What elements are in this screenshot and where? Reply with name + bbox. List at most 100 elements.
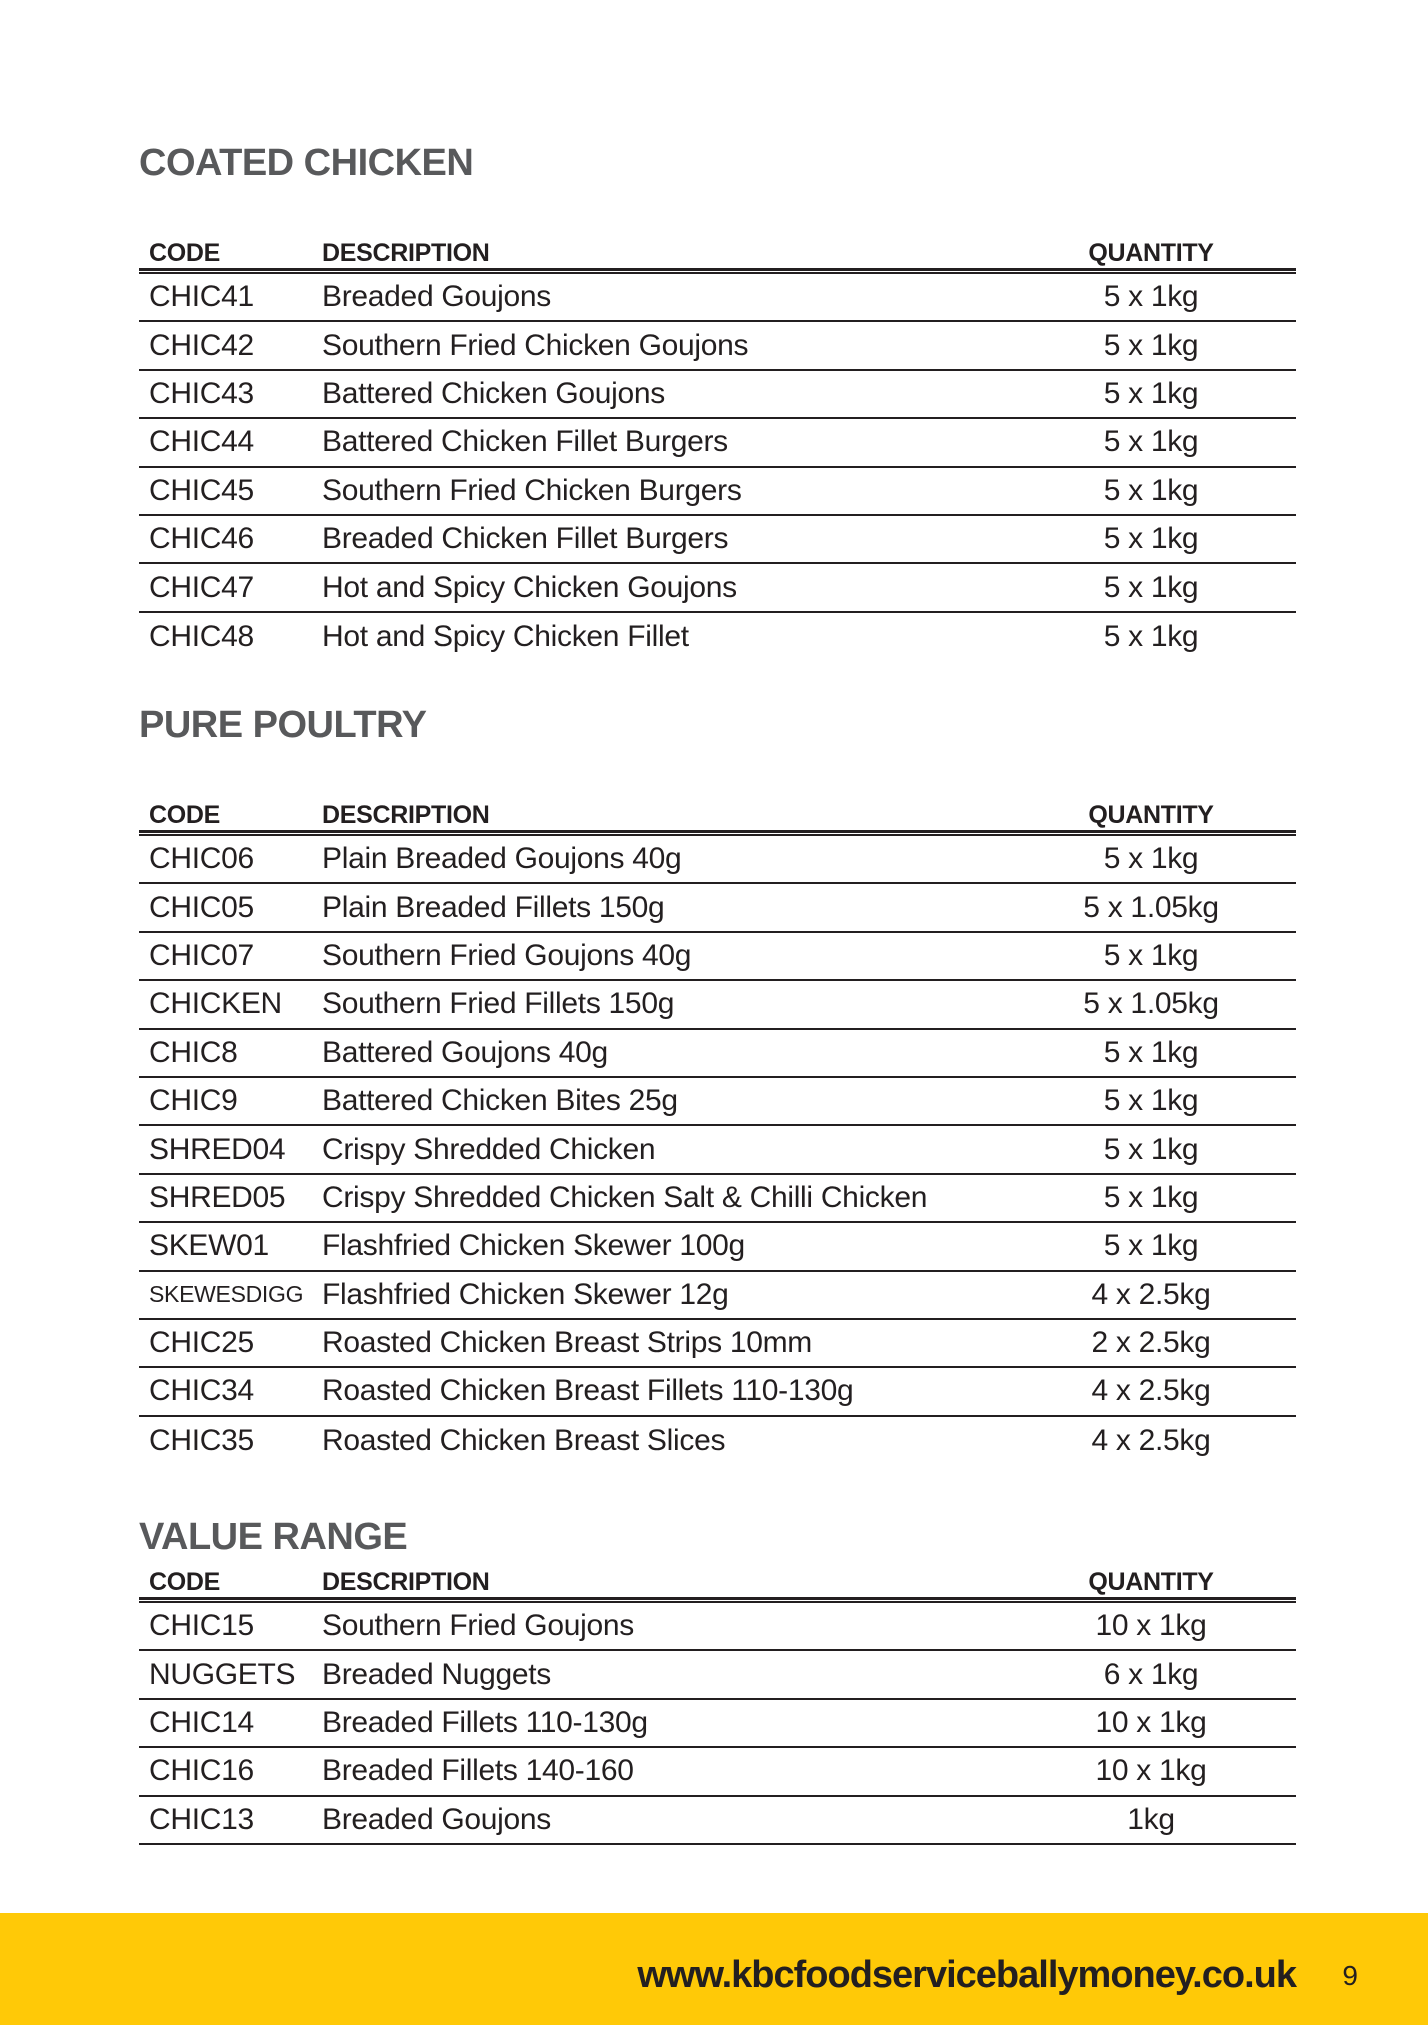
cell-quantity: 5 x 1.05kg (1083, 987, 1219, 1021)
table-header: CODE DESCRIPTION QUANTITY (139, 1567, 1296, 1597)
table-row: CHIC44 Battered Chicken Fillet Burgers 5 x… (139, 419, 1296, 468)
product-table-pure-poultry: CODE DESCRIPTION QUANTITY CHIC06 Plain Br… (139, 800, 1296, 1465)
cell-quantity: 5 x 1kg (1103, 1035, 1199, 1069)
cell-quantity: 5 x 1kg (1103, 1084, 1199, 1118)
cell-quantity: 5 x 1kg (1103, 619, 1199, 653)
section-heading-coated-chicken: COATED CHICKEN (139, 142, 474, 184)
cell-quantity: 5 x 1kg (1103, 938, 1199, 972)
cell-description: Hot and Spicy Chicken Goujons (322, 570, 737, 604)
header-divider (139, 268, 1296, 274)
cell-description: Plain Breaded Goujons 40g (322, 842, 682, 876)
cell-code: CHIC41 (149, 280, 254, 314)
cell-description: Southern Fried Chicken Goujons (322, 328, 749, 362)
cell-quantity: 6 x 1kg (1103, 1657, 1199, 1691)
cell-code: CHIC35 (149, 1423, 254, 1457)
cell-description: Southern Fried Chicken Burgers (322, 473, 742, 507)
cell-quantity: 5 x 1kg (1103, 1180, 1199, 1214)
cell-quantity: 5 x 1kg (1103, 1132, 1199, 1166)
cell-description: Breaded Goujons (322, 280, 551, 314)
cell-code: CHIC15 (149, 1609, 254, 1643)
cell-quantity: 4 x 2.5kg (1091, 1277, 1211, 1311)
table-row: CHIC14 Breaded Fillets 110-130g 10 x 1kg (139, 1700, 1296, 1749)
cell-quantity: 5 x 1kg (1103, 425, 1199, 459)
cell-code: CHIC05 (149, 890, 254, 924)
section-heading-value-range: VALUE RANGE (139, 1516, 408, 1558)
cell-quantity: 1kg (1127, 1802, 1175, 1836)
cell-code: CHICKEN (149, 987, 282, 1021)
cell-description: Battered Chicken Bites 25g (322, 1084, 678, 1118)
cell-code: SKEWESDIGG (149, 1281, 304, 1308)
header-cell-code: CODE (149, 1568, 221, 1596)
page-number: 9 (1342, 1960, 1358, 1991)
cell-description: Battered Goujons 40g (322, 1035, 608, 1069)
header-cell-quantity: QUANTITY (1088, 239, 1214, 267)
table-row: CHIC9 Battered Chicken Bites 25g 5 x 1kg (139, 1078, 1296, 1127)
table-row: CHIC16 Breaded Fillets 140-160 10 x 1kg (139, 1748, 1296, 1797)
table-row: CHIC48 Hot and Spicy Chicken Fillet 5 x 1k… (139, 613, 1296, 661)
header-cell-description: DESCRIPTION (322, 1568, 490, 1596)
header-divider (139, 830, 1296, 836)
cell-code: CHIC9 (149, 1084, 238, 1118)
table-body: CHIC15 Southern Fried Goujons 10 x 1kg NUGG… (139, 1603, 1296, 1845)
table-row: CHIC25 Roasted Chicken Breast Strips 10mm… (139, 1320, 1296, 1369)
table-row: SHRED05 Crispy Shredded Chicken Salt & Ch… (139, 1175, 1296, 1224)
cell-description: Crispy Shredded Chicken Salt & Chilli Ch… (322, 1180, 928, 1214)
table-row: NUGGETS Breaded Nuggets 6 x 1kg (139, 1651, 1296, 1700)
cell-description: Breaded Chicken Fillet Burgers (322, 522, 729, 556)
cell-code: CHIC44 (149, 425, 254, 459)
header-cell-description: DESCRIPTION (322, 801, 490, 829)
table-row: CHIC45 Southern Fried Chicken Burgers 5 x … (139, 468, 1296, 516)
cell-description: Roasted Chicken Breast Slices (322, 1423, 726, 1457)
cell-code: CHIC25 (149, 1326, 254, 1360)
product-table-coated-chicken: CODE DESCRIPTION QUANTITY CHIC41 Breaded … (139, 238, 1296, 661)
cell-code: SKEW01 (149, 1229, 269, 1263)
cell-quantity: 5 x 1kg (1103, 328, 1199, 362)
cell-description: Southern Fried Fillets 150g (322, 987, 675, 1021)
table-row: SHRED04 Crispy Shredded Chicken 5 x 1kg (139, 1126, 1296, 1175)
header-cell-code: CODE (149, 239, 221, 267)
cell-code: CHIC42 (149, 328, 254, 362)
cell-code: CHIC14 (149, 1705, 254, 1739)
table-row: CHIC06 Plain Breaded Goujons 40g 5 x 1kg (139, 836, 1296, 885)
table-header: CODE DESCRIPTION QUANTITY (139, 800, 1296, 830)
cell-quantity: 5 x 1kg (1103, 1229, 1199, 1263)
cell-description: Flashfried Chicken Skewer 100g (322, 1229, 745, 1263)
table-row: CHIC46 Breaded Chicken Fillet Burgers 5 x … (139, 516, 1296, 565)
table-row: SKEWESDIGG Flashfried Chicken Skewer 12g 4… (139, 1272, 1296, 1320)
cell-quantity: 10 x 1kg (1095, 1609, 1207, 1643)
cell-quantity: 10 x 1kg (1095, 1754, 1207, 1788)
cell-description: Plain Breaded Fillets 150g (322, 890, 665, 924)
table-row: CHIC43 Battered Chicken Goujons 5 x 1kg (139, 371, 1296, 420)
table-body: CHIC41 Breaded Goujons 5 x 1kg CHIC42 Southe… (139, 274, 1296, 661)
cell-description: Southern Fried Goujons (322, 1609, 634, 1643)
cell-description: Crispy Shredded Chicken (322, 1132, 656, 1166)
cell-quantity: 4 x 2.5kg (1091, 1423, 1211, 1457)
cell-code: CHIC8 (149, 1035, 238, 1069)
table-row: CHIC8 Battered Goujons 40g 5 x 1kg (139, 1030, 1296, 1078)
cell-code: CHIC43 (149, 376, 254, 410)
cell-description: Battered Chicken Goujons (322, 376, 666, 410)
cell-code: CHIC47 (149, 570, 254, 604)
footer-bar (0, 1913, 1428, 2025)
table-row: CHIC13 Breaded Goujons 1kg (139, 1797, 1296, 1845)
cell-code: SHRED05 (149, 1180, 286, 1214)
cell-code: CHIC16 (149, 1754, 254, 1788)
table-row: CHIC41 Breaded Goujons 5 x 1kg (139, 274, 1296, 323)
cell-code: CHIC45 (149, 473, 254, 507)
cell-code: CHIC06 (149, 842, 254, 876)
header-cell-description: DESCRIPTION (322, 239, 490, 267)
cell-quantity: 4 x 2.5kg (1091, 1374, 1211, 1408)
table-row: CHIC35 Roasted Chicken Breast Slices 4 x 2… (139, 1417, 1296, 1465)
product-table-value-range: CODE DESCRIPTION QUANTITY CHIC15 Southern… (139, 1567, 1296, 1845)
table-row: CHIC05 Plain Breaded Fillets 150g 5 x 1.05… (139, 884, 1296, 933)
cell-code: NUGGETS (149, 1657, 296, 1691)
cell-code: CHIC46 (149, 522, 254, 556)
cell-description: Flashfried Chicken Skewer 12g (322, 1277, 729, 1311)
cell-description: Battered Chicken Fillet Burgers (322, 425, 728, 459)
cell-code: CHIC07 (149, 938, 254, 972)
table-body: CHIC06 Plain Breaded Goujons 40g 5 x 1kg CH… (139, 836, 1296, 1465)
header-cell-quantity: QUANTITY (1088, 801, 1214, 829)
cell-description: Breaded Fillets 110-130g (322, 1705, 648, 1739)
section-heading-pure-poultry: PURE POULTRY (139, 704, 427, 746)
table-row: CHIC07 Southern Fried Goujons 40g 5 x 1kg (139, 933, 1296, 982)
